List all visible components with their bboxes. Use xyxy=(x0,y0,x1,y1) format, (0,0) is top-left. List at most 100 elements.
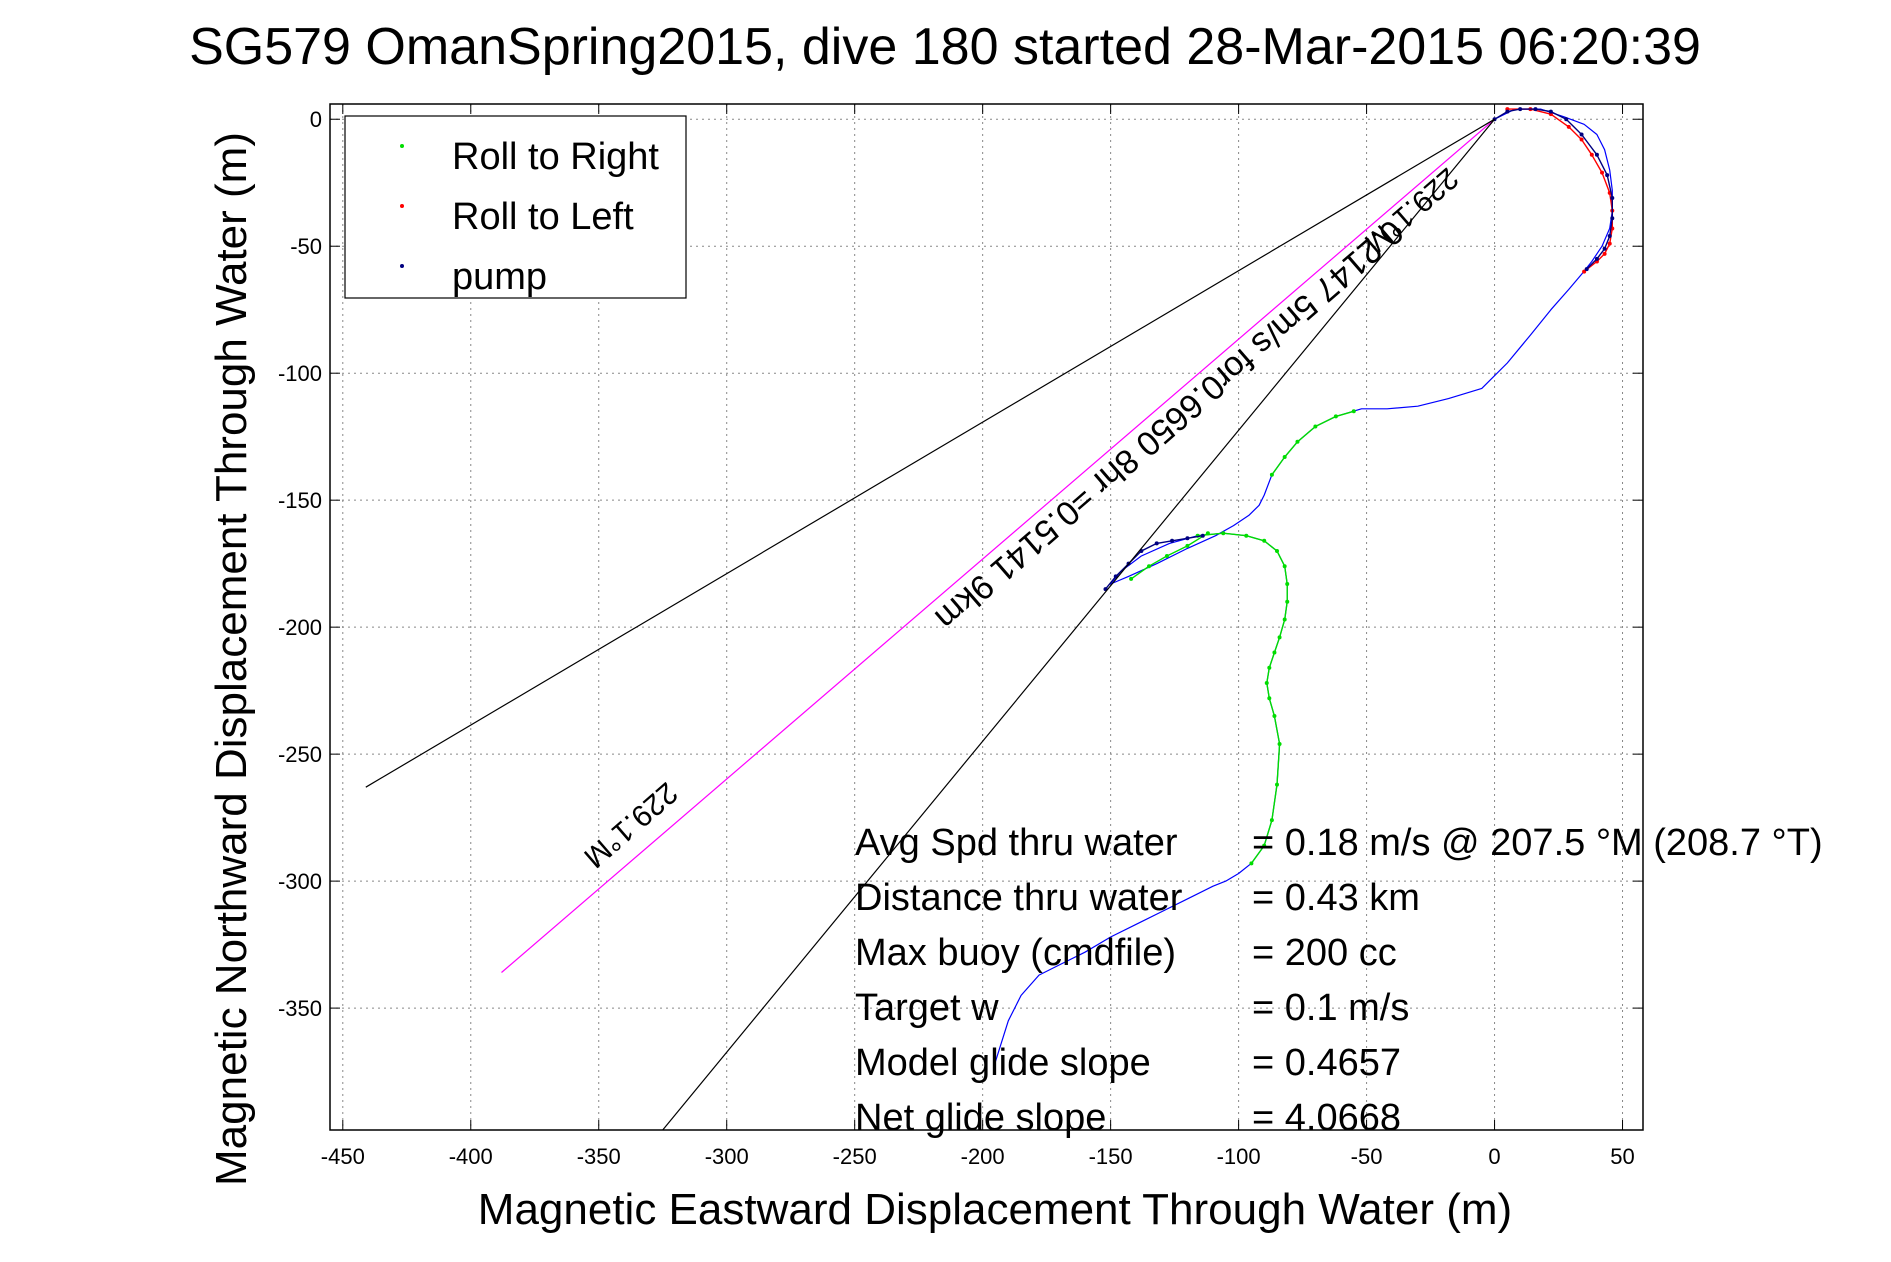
cone-line xyxy=(365,118,1495,788)
x-tick-label: -300 xyxy=(705,1144,749,1169)
pump-point xyxy=(1564,117,1569,122)
pump-point xyxy=(1594,152,1599,157)
stat-value: = 0.1 m/s xyxy=(1252,987,1409,1029)
pump-point xyxy=(1602,246,1607,251)
roll-right-point xyxy=(1269,472,1274,477)
y-tick-label: -50 xyxy=(290,234,322,259)
roll-left-point xyxy=(1607,241,1612,246)
stat-value: = 0.18 m/s @ 207.5 °M (208.7 °T) xyxy=(1252,822,1823,864)
roll-right-point xyxy=(1147,564,1152,569)
roll-right-point xyxy=(1351,409,1356,414)
cone-line xyxy=(662,118,1496,1131)
roll-right-point xyxy=(1277,635,1282,640)
roll-right-point xyxy=(1244,533,1249,538)
x-tick-label: -200 xyxy=(961,1144,1005,1169)
roll-right-point xyxy=(1267,696,1272,701)
plot-area xyxy=(365,107,1615,1131)
track-line xyxy=(994,108,1613,1062)
x-axis-label: Magnetic Eastward Displacement Through W… xyxy=(478,1185,1512,1234)
stat-label: Model glide slope xyxy=(855,1042,1151,1084)
legend-label: pump xyxy=(452,256,547,298)
roll-left-point xyxy=(1566,124,1571,129)
roll-left-point xyxy=(1589,152,1594,157)
roll-left-point xyxy=(1600,170,1605,175)
x-tick-label: -350 xyxy=(577,1144,621,1169)
roll-left-point xyxy=(1582,269,1587,274)
stat-label: Target w xyxy=(855,987,999,1029)
stat-value: = 4.0668 xyxy=(1252,1097,1401,1139)
legend-label: Roll to Left xyxy=(452,196,634,238)
pump-point xyxy=(1605,173,1610,178)
legend-marker-pump xyxy=(400,264,404,268)
roll-right-point xyxy=(1249,861,1254,866)
pump-point xyxy=(1170,538,1175,543)
roll-right-point xyxy=(1333,414,1338,419)
roll-right-point xyxy=(1129,576,1134,581)
roll-right-point xyxy=(1282,617,1287,622)
axes: -450 -400 -350 -300 -250 -200 -150 -100 -50 0 50 0 -… xyxy=(278,103,1644,1169)
roll-right-point xyxy=(1274,782,1279,787)
pump-point xyxy=(1154,541,1159,546)
x-tick-label: -50 xyxy=(1351,1144,1383,1169)
roll-right-point xyxy=(1285,581,1290,586)
pump-point xyxy=(1594,256,1599,261)
pump-point xyxy=(1533,107,1538,112)
stat-label: Net glide slope xyxy=(855,1097,1106,1139)
stat-value: = 200 cc xyxy=(1252,932,1397,974)
stat-label: Max buoy (cmdfile) xyxy=(855,932,1176,974)
y-axis-label: Magnetic Northward Displacement Through … xyxy=(207,132,256,1186)
x-tick-label: -400 xyxy=(449,1144,493,1169)
y-tick-label: 0 xyxy=(310,107,322,132)
x-tick-label: 0 xyxy=(1488,1144,1500,1169)
pump-point xyxy=(1584,267,1589,272)
pump-point xyxy=(1518,107,1523,112)
y-tick-label: -350 xyxy=(278,996,322,1021)
roll-right-point xyxy=(1267,665,1272,670)
legend-label: Roll to Right xyxy=(452,136,659,178)
roll-left-point xyxy=(1579,137,1584,142)
stat-value: = 0.4657 xyxy=(1252,1042,1401,1084)
roll-right-point xyxy=(1264,681,1269,686)
legend-marker-roll-to-right xyxy=(400,144,404,148)
x-tick-label: -100 xyxy=(1217,1144,1261,1169)
roll-right-point xyxy=(1282,455,1287,460)
x-tick-label: 50 xyxy=(1610,1144,1634,1169)
legend: Roll to Right Roll to Left pump xyxy=(344,115,687,299)
y-tick-label: -300 xyxy=(278,869,322,894)
heading-line xyxy=(501,118,1495,973)
pump-point xyxy=(1505,109,1510,114)
roll-right-point xyxy=(1269,818,1274,823)
roll-right-point xyxy=(1277,741,1282,746)
stat-label: Avg Spd thru water xyxy=(855,822,1178,864)
roll-right-point xyxy=(1274,548,1279,553)
stat-value: = 0.43 km xyxy=(1252,877,1420,919)
roll-right-point xyxy=(1272,714,1277,719)
plot-frame xyxy=(329,103,1644,1131)
y-tick-label: -200 xyxy=(278,615,322,640)
legend-marker-roll-to-left xyxy=(400,204,404,208)
roll-right-point xyxy=(1185,543,1190,548)
pump-point xyxy=(1610,195,1615,200)
pump-point xyxy=(1548,109,1553,114)
y-tick-label: -250 xyxy=(278,742,322,767)
y-tick-label: -150 xyxy=(278,488,322,513)
roll-right-segment xyxy=(1271,410,1354,476)
pump-point xyxy=(1185,536,1190,541)
roll-right-point xyxy=(1285,599,1290,604)
roll-right-point xyxy=(1262,843,1267,848)
roll-right-point xyxy=(1221,531,1226,536)
chart-title: SG579 OmanSpring2015, dive 180 started 2… xyxy=(189,18,1701,76)
pump-segment xyxy=(1104,535,1203,590)
roll-right-point xyxy=(1205,531,1210,536)
roll-right-point xyxy=(1282,564,1287,569)
stats-block: Avg Spd thru water = 0.18 m/s @ 207.5 °M … xyxy=(855,822,1823,1139)
roll-right-point xyxy=(1164,554,1169,559)
y-tick-label: -100 xyxy=(278,361,322,386)
roll-right-point xyxy=(1313,424,1318,429)
pump-point xyxy=(1579,132,1584,137)
roll-left-point xyxy=(1602,251,1607,256)
stat-label: Distance thru water xyxy=(855,877,1183,919)
roll-right-point xyxy=(1295,439,1300,444)
roll-right-point xyxy=(1272,650,1277,655)
